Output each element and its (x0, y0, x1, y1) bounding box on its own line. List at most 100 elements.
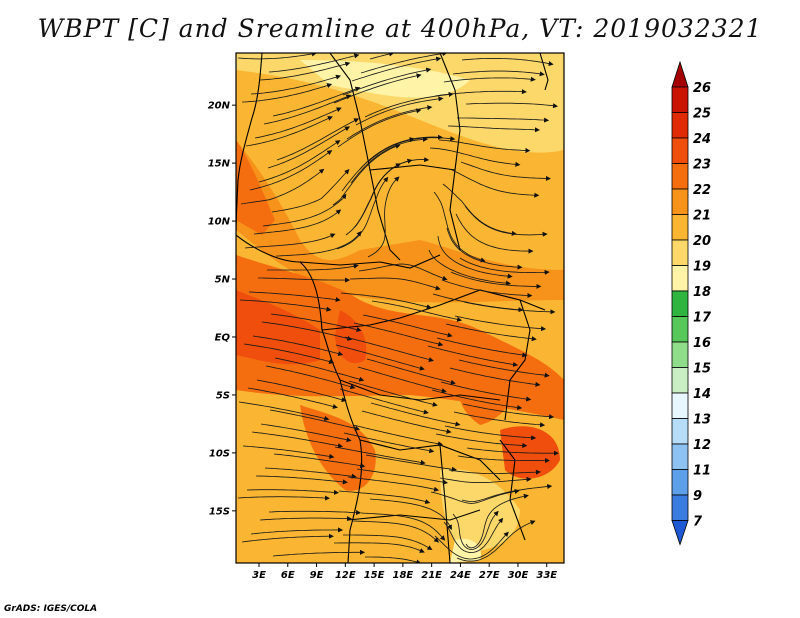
streamline (276, 118, 360, 161)
lon-tick-label: 6E (281, 570, 295, 581)
streamline (357, 366, 447, 394)
streamline (264, 467, 357, 479)
lon-tick-label: 24E (450, 570, 471, 581)
streamline (275, 231, 362, 257)
streamline (245, 116, 333, 147)
streamline (351, 56, 442, 82)
streamline (340, 292, 432, 310)
streamline (346, 105, 433, 140)
streamline (344, 336, 434, 363)
streamline (456, 520, 536, 562)
streamline (243, 343, 335, 364)
streamline (450, 271, 542, 289)
colorbar-segment (671, 137, 689, 164)
colorbar-segment (671, 112, 689, 139)
streamline (361, 410, 452, 434)
streamline (429, 147, 521, 167)
streamline (452, 510, 499, 550)
streamline (439, 476, 532, 484)
lat-tick-label: 5S (216, 390, 230, 401)
streamline (248, 291, 341, 303)
streamline (262, 193, 347, 227)
streamline (347, 476, 440, 492)
colorbar-segment (671, 469, 689, 496)
streamline (431, 389, 523, 411)
streamline (238, 401, 330, 421)
colorbar-segment (671, 367, 689, 394)
streamline (343, 432, 435, 454)
streamline (365, 454, 457, 472)
colorbar-segment (671, 443, 689, 470)
lon-tick-label: 30E (508, 570, 529, 581)
lat-tick-label: 15S (209, 506, 230, 517)
streamline (466, 447, 559, 456)
colorbar-segment (671, 163, 689, 190)
colorbar-label: 15 (693, 362, 711, 377)
colorbar-label: 18 (693, 285, 711, 300)
streamline (256, 379, 347, 403)
streamline (272, 549, 366, 557)
streamline (461, 484, 553, 502)
lat-tick-label: 10N (208, 217, 231, 228)
streamline (270, 313, 362, 333)
streamline (274, 357, 365, 382)
streamline (345, 163, 401, 236)
colorbar-segment (671, 239, 689, 266)
streamline (335, 344, 425, 371)
streamline (254, 107, 342, 139)
streamline (360, 512, 446, 541)
colorbar-label: 13 (693, 413, 711, 428)
streamline (428, 249, 512, 286)
streamline (258, 277, 351, 283)
colorbar-label: 21 (693, 209, 711, 224)
streamline (367, 176, 400, 258)
streamline (358, 263, 448, 281)
colorbar-top-arrow (671, 60, 689, 88)
streamline (436, 337, 528, 358)
streamline (261, 321, 353, 341)
streamline (334, 446, 426, 465)
streamline (343, 534, 433, 550)
colorbar-segment (671, 290, 689, 317)
latitude-axis: 20N 15N 10N 5N EQ 5S 10S 15S (208, 101, 236, 517)
streamline (448, 469, 541, 475)
streamline (334, 542, 425, 553)
colorbar-label: 14 (693, 387, 711, 402)
streamline (271, 169, 350, 213)
lat-tick-label: 15N (208, 159, 231, 170)
plot-frame (235, 52, 565, 564)
colorbar-segment (671, 265, 689, 292)
streamline (255, 475, 348, 485)
streamline (251, 431, 344, 449)
colorbar-segment (671, 86, 689, 113)
streamline (241, 83, 333, 103)
streamline (249, 150, 333, 191)
streamline (263, 94, 352, 125)
streamline (441, 279, 533, 299)
colorbar: 26 25 24 23 22 21 20 19 18 17 16 15 14 13 12 11 9 7 (671, 60, 712, 546)
streamline (464, 205, 548, 237)
streamline (462, 403, 555, 420)
colorbar-bottom-arrow (671, 520, 689, 546)
streamline (446, 227, 523, 270)
streamline (239, 299, 332, 312)
streamline (250, 527, 344, 535)
streamline (440, 381, 532, 402)
lon-tick-label: 21E (421, 570, 442, 581)
streamline (430, 488, 520, 504)
streamline (250, 74, 342, 95)
colorbar-label: 26 (693, 81, 711, 96)
streamline (362, 314, 453, 338)
streamline (348, 380, 438, 407)
streamline (337, 108, 422, 148)
streamline (253, 209, 342, 235)
streamline (452, 70, 545, 77)
streamline (465, 493, 529, 549)
streamline (273, 453, 366, 469)
boundaries (236, 53, 549, 563)
streamline (237, 53, 317, 60)
streamline (268, 53, 360, 73)
streamline (267, 126, 351, 169)
colorbar-label: 16 (693, 336, 711, 351)
